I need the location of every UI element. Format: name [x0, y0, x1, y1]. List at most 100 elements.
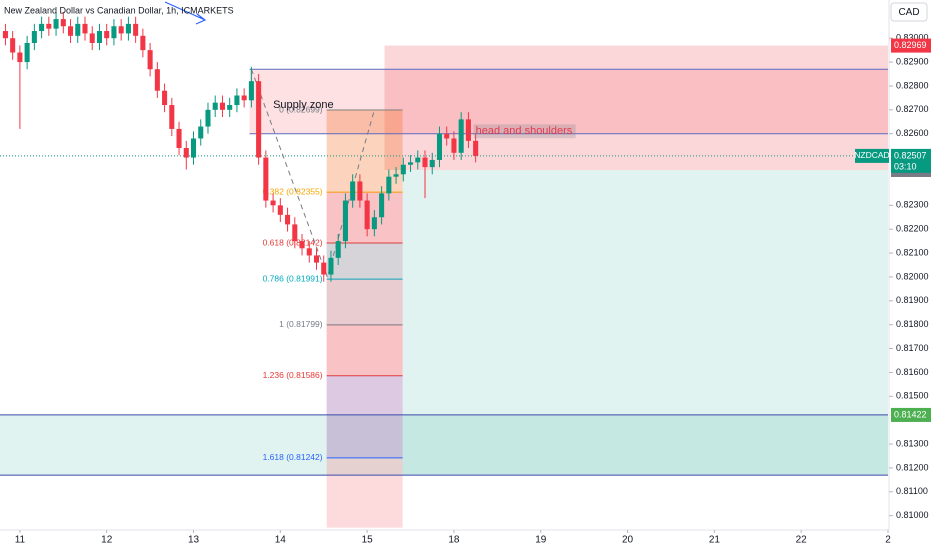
plot: 0 (0.82699) 0.382 (0.82355) 0.618 (0.82142…: [0, 11, 888, 528]
candle-body: [31, 31, 37, 43]
candle-body: [169, 105, 175, 129]
y-tick-label: 0.82900: [896, 56, 929, 66]
candle-body: [133, 23, 139, 36]
price-badge-label: 0.81422: [894, 409, 927, 419]
fib-label: 1 (0.81799): [279, 319, 323, 329]
currency-label: CAD: [898, 7, 919, 18]
ticker-name: NZDCAD: [854, 150, 889, 160]
fib-band: [326, 324, 403, 376]
candle-body: [256, 81, 262, 158]
candle-body: [263, 157, 269, 201]
candle-body: [277, 205, 283, 215]
candle-body: [154, 69, 160, 91]
candle-body: [46, 23, 52, 29]
candle-body: [248, 81, 254, 101]
price-badge-label: 0.82969: [894, 40, 927, 50]
y-tick-label: 0.81700: [896, 343, 929, 353]
annotation: Supply zone: [273, 99, 334, 111]
candle-body: [422, 157, 428, 168]
y-tick-label: 0.82600: [896, 128, 929, 138]
y-tick-label: 0.83000: [896, 33, 929, 43]
candle-body: [465, 119, 471, 141]
x-tick-label: 2: [885, 535, 891, 546]
zone: [402, 169, 888, 476]
candle-body: [176, 128, 182, 149]
candle-body: [473, 140, 479, 156]
y-tick-label: 0.82700: [896, 104, 929, 114]
candle-body: [379, 193, 385, 218]
x-tick-label: 21: [709, 535, 721, 546]
candle-body: [458, 119, 464, 153]
candle-body: [68, 26, 74, 36]
x-tick-label: 18: [448, 535, 460, 546]
candle-body: [234, 95, 240, 106]
candle-body: [321, 262, 327, 275]
x-tick-label: 15: [362, 535, 374, 546]
zone: [384, 45, 888, 170]
fib-band: [326, 375, 403, 458]
candle-body: [364, 200, 370, 230]
arrow-drawing: [164, 1, 207, 25]
x-tick-label: 13: [188, 535, 200, 546]
candle-body: [118, 26, 124, 34]
x-tick-label: 11: [15, 535, 26, 546]
currency-button[interactable]: [890, 2, 928, 22]
candle-body: [444, 133, 450, 139]
fib-label: 1.618 (0.81242): [263, 452, 323, 462]
candle-body: [400, 164, 406, 175]
candle-body: [408, 162, 414, 165]
candle-body: [53, 19, 59, 29]
fib-label: 0.382 (0.82355): [263, 186, 323, 196]
fib-label: 1.236 (0.81586): [263, 370, 323, 380]
y-tick-label: 0.81500: [896, 391, 929, 401]
x-tick-label: 19: [535, 535, 547, 546]
candle-body: [429, 159, 435, 168]
price-badge: [891, 407, 931, 422]
y-tick-label: 0.81900: [896, 295, 929, 305]
y-tick-label: 0.82000: [896, 271, 929, 281]
zone: [0, 414, 888, 476]
candle-body: [328, 257, 334, 275]
y-tick-label: 0.82300: [896, 200, 929, 210]
candle-body: [350, 181, 356, 201]
candle-body: [212, 102, 218, 110]
candle-body: [285, 214, 291, 225]
y-tick-label: 0.81200: [896, 462, 929, 472]
candle-body: [183, 148, 189, 158]
fib-label: 0.618 (0.82142): [263, 237, 323, 247]
candle-body: [140, 35, 146, 51]
y-tick-label: 0.82200: [896, 224, 929, 234]
y-tick-label: 0.81000: [896, 510, 929, 520]
candle-body: [306, 248, 312, 256]
y-tick-label: 0.82800: [896, 80, 929, 90]
candle-body: [357, 181, 363, 201]
candle-body: [24, 42, 30, 63]
candle-body: [451, 138, 457, 153]
candle-body: [205, 109, 211, 127]
y-tick-label: 0.81100: [896, 486, 928, 496]
candle-body: [371, 217, 377, 230]
y-tick-label: 0.81600: [896, 367, 929, 377]
ticker-badge: [891, 148, 931, 173]
candle-body: [147, 50, 153, 70]
candle-body: [162, 90, 168, 106]
candle-body: [111, 26, 117, 39]
candle-body: [292, 224, 298, 242]
zigzag-line: [250, 69, 375, 279]
ticker-name-badge: [855, 148, 889, 163]
zone: [249, 69, 888, 134]
candle-body: [17, 52, 23, 63]
candle-body: [39, 23, 45, 32]
x-tick-label: 12: [101, 535, 113, 546]
candle-body: [436, 133, 443, 160]
y-tick-label: 0.81800: [896, 319, 929, 329]
candle-body: [415, 157, 421, 163]
ticker-countdown: 03:10: [894, 161, 917, 171]
candle-body: [89, 33, 95, 43]
candle-body: [335, 241, 341, 258]
x-tick-label: 20: [622, 535, 634, 546]
chart-title: New Zealand Dollar vs Canadian Dollar, 1…: [4, 5, 234, 15]
annotation-bg: [473, 124, 576, 139]
